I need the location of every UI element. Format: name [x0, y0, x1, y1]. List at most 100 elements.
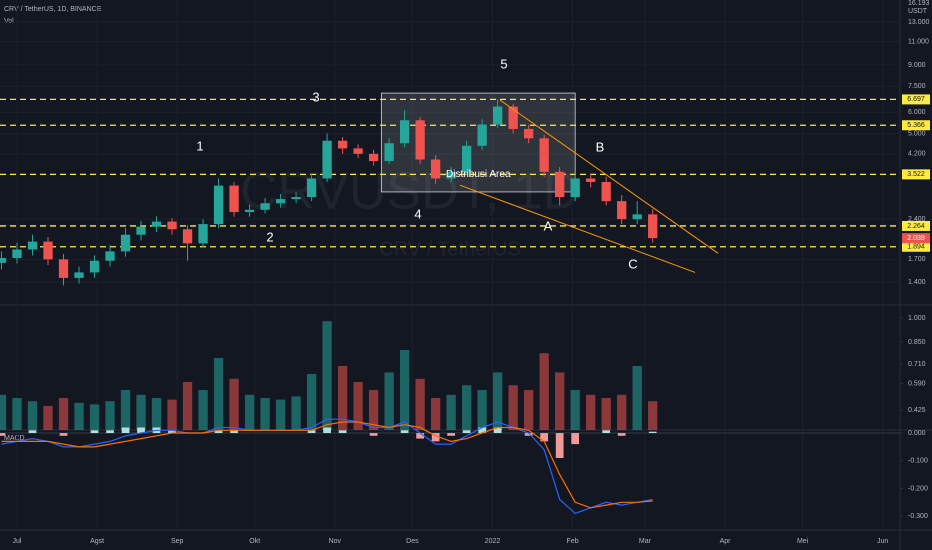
volume-bar: [120, 390, 131, 430]
y-tick-label: 0.590: [908, 380, 926, 387]
wave-label: A: [544, 218, 553, 233]
level-axis-label: 2.264: [907, 223, 925, 230]
volume-bar: [353, 382, 363, 430]
volume-label: Vol: [4, 18, 14, 25]
axis-top-value: 16.193: [908, 0, 930, 7]
candle-body: [244, 209, 255, 213]
volume-bar: [275, 399, 286, 430]
candle-body: [570, 178, 580, 198]
wave-label: 3: [312, 89, 319, 104]
volume-bar: [229, 378, 239, 430]
macd-histogram-bar: [214, 430, 223, 434]
candle-body: [167, 221, 177, 230]
x-tick-label: Feb: [567, 538, 579, 545]
wave-label: 2: [266, 229, 273, 244]
macd-histogram-bar: [400, 430, 409, 434]
candle-body: [446, 171, 456, 179]
y-tick-label: 0.710: [908, 361, 926, 368]
macd-histogram-bar: [431, 433, 440, 442]
x-tick-label: Agst: [90, 538, 104, 545]
y-tick-label: 0.000: [908, 430, 926, 437]
macd-histogram-bar: [602, 430, 611, 434]
volume-bar: [586, 394, 596, 430]
candle-body: [74, 272, 84, 278]
macd-histogram-bar: [59, 433, 68, 436]
candle-body: [136, 226, 146, 235]
candle-body: [182, 229, 193, 244]
macd-histogram-bar: [28, 430, 37, 434]
candle-body: [353, 148, 363, 154]
volume-bar: [291, 396, 301, 430]
volume-bar: [182, 382, 193, 430]
y-tick-label: -0.100: [908, 458, 928, 465]
y-tick-label: 1.400: [908, 279, 926, 286]
macd-histogram-bar: [369, 433, 378, 436]
level-axis-label: 3.522: [907, 171, 925, 178]
volume-bar: [399, 350, 410, 430]
volume-bar: [617, 394, 627, 430]
candle-body: [0, 257, 7, 263]
macd-histogram-bar: [648, 431, 657, 434]
level-axis-box: [902, 94, 930, 105]
symbol-title: CRV / TetherUS, 1D, BINANCE: [4, 6, 102, 13]
candle-body: [43, 241, 53, 260]
candle-body: [415, 120, 425, 160]
volume-bar: [570, 390, 580, 430]
x-tick-label: 2022: [485, 538, 501, 545]
y-tick-label: 1.700: [908, 256, 926, 263]
volume-bar: [492, 372, 503, 430]
trend-line: [499, 99, 719, 254]
y-tick-label: 2.400: [908, 216, 926, 223]
wave-label: C: [628, 256, 637, 271]
volume-bar: [632, 366, 642, 430]
volume-bar: [74, 402, 84, 430]
macd-histogram-bar: [106, 430, 114, 434]
volume-bar: [648, 401, 658, 430]
candle-body: [260, 203, 270, 210]
candle-body: [27, 241, 38, 250]
y-tick-label: 11.000: [908, 38, 929, 45]
candle-body: [275, 199, 286, 204]
candle-body: [89, 260, 100, 273]
candle-body: [601, 181, 611, 202]
y-tick-label: 0.425: [908, 407, 926, 414]
volume-bar: [322, 321, 332, 430]
macd-label: MACD: [4, 435, 25, 442]
level-axis-box: [902, 220, 930, 231]
candle-body: [368, 153, 379, 161]
x-tick-label: Des: [406, 538, 419, 545]
candle-body: [430, 159, 441, 179]
wave-label: B: [596, 139, 605, 154]
volume-bar: [0, 394, 7, 430]
volume-bar: [167, 399, 177, 430]
volume-bar: [244, 394, 255, 430]
level-axis-label: 6.697: [907, 96, 925, 103]
y-tick-label: 5.000: [908, 130, 926, 137]
volume-bar: [198, 390, 208, 430]
candle-body: [291, 197, 301, 200]
volume-bar: [555, 372, 565, 430]
candle-body: [105, 251, 115, 261]
candle-body: [198, 224, 208, 244]
macd-histogram-bar: [137, 427, 145, 434]
volume-bar: [415, 378, 425, 430]
volume-bar: [539, 353, 549, 430]
macd-histogram-bar: [338, 430, 347, 434]
candle-body: [477, 124, 487, 146]
candle-body: [384, 143, 394, 161]
macd-histogram-bar: [90, 430, 99, 434]
wave-label: 1: [196, 138, 203, 153]
volume-bar: [151, 398, 162, 430]
candle-body: [399, 120, 410, 144]
x-tick-label: Mar: [639, 538, 652, 545]
volume-bar: [430, 398, 441, 430]
volume-bar: [524, 390, 534, 430]
volume-bar: [58, 398, 69, 430]
candle-body: [632, 214, 642, 220]
volume-bar: [446, 394, 456, 430]
macd-line: [1, 418, 653, 515]
y-tick-label: 13.000: [908, 19, 930, 26]
volume-bar: [337, 366, 348, 430]
x-tick-label: Jul: [13, 538, 22, 545]
